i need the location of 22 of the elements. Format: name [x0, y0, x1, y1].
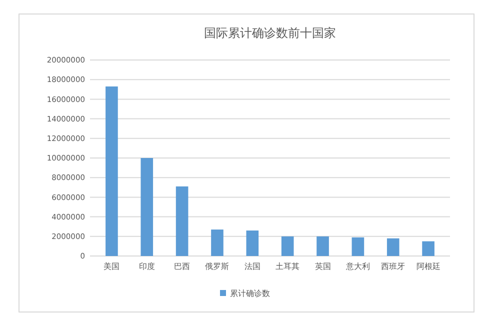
x-tick-label: 意大利 [344, 262, 370, 271]
x-tick-label: 俄罗斯 [205, 262, 230, 271]
x-tick-label: 阿根廷 [416, 262, 440, 271]
bar [176, 186, 188, 256]
chart-title: 国际累计确诊数前十国家 [204, 26, 336, 40]
x-tick-label: 西班牙 [381, 262, 406, 271]
x-tick-label: 印度 [138, 262, 155, 271]
x-tick-label: 美国 [104, 262, 120, 271]
bar [316, 236, 329, 256]
bar [211, 230, 224, 256]
bar [422, 241, 434, 256]
bar [281, 236, 294, 256]
bar [140, 158, 154, 256]
bar [246, 230, 259, 256]
bar [106, 86, 118, 256]
x-tick-label: 土耳其 [276, 262, 300, 271]
x-tick-label: 巴西 [174, 262, 190, 271]
bar [352, 237, 364, 256]
x-tick-label: 法国 [244, 262, 260, 271]
bar [386, 238, 400, 256]
x-tick-label: 英国 [314, 262, 331, 271]
legend-label: 累计确诊数 [230, 288, 270, 298]
